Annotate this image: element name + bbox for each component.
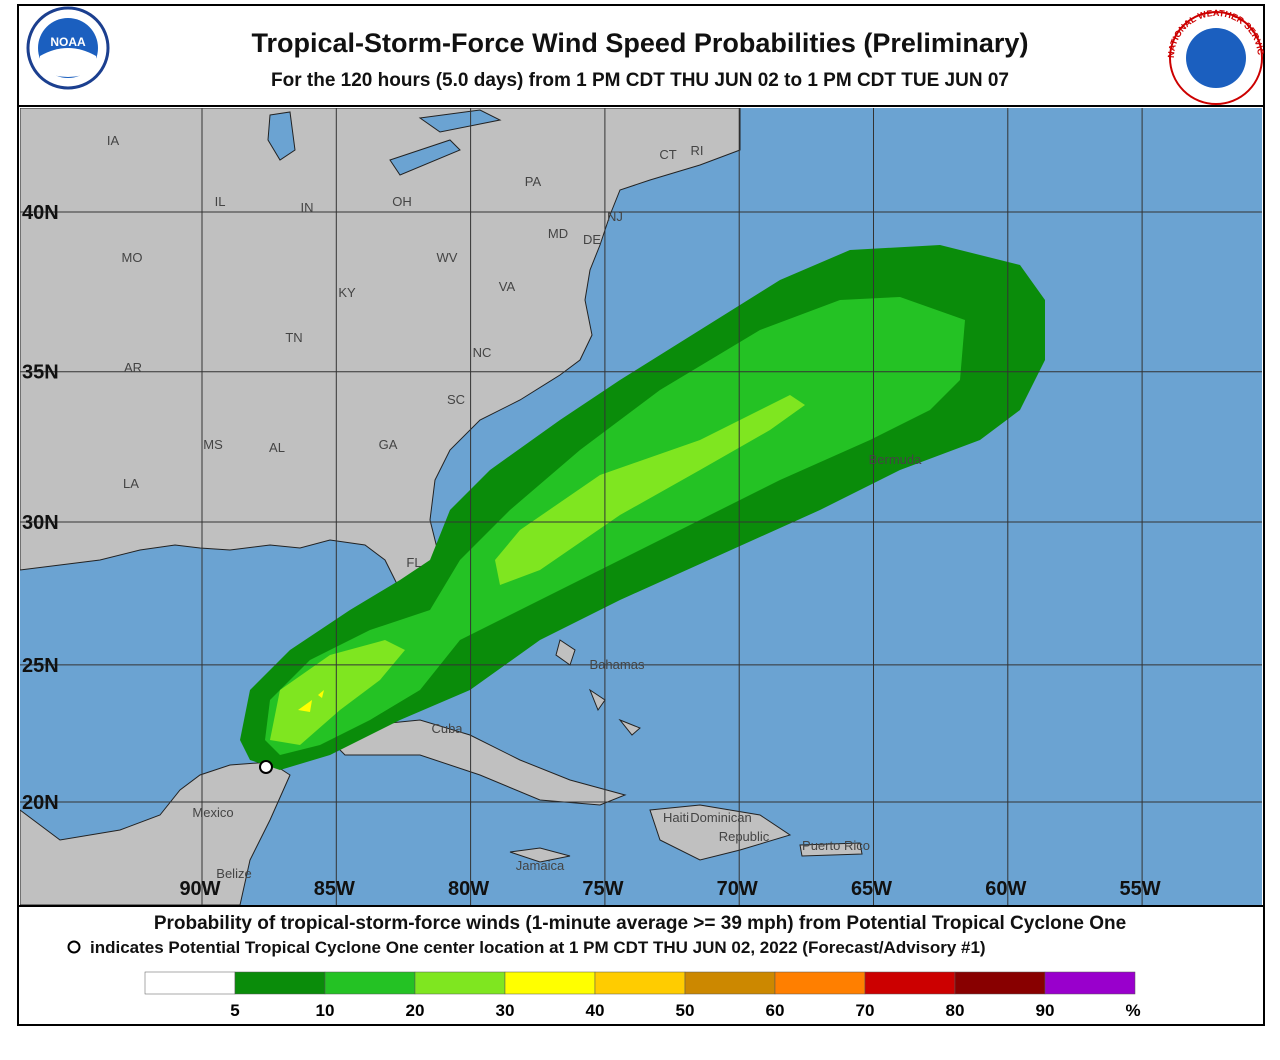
legend-swatch (414, 971, 506, 995)
legend-swatch (864, 971, 956, 995)
place-labels: IA IL IN OH PA CT RI NJ MD DE MO WV VA KY TN NC AR SC MS AL… (107, 133, 922, 881)
lon-label: 55W (1120, 878, 1161, 900)
place-label: IL (215, 194, 226, 209)
place-label: RI (691, 143, 704, 158)
probability-swath (240, 245, 1045, 770)
lat-label: 35N (22, 362, 59, 384)
swath-30 (298, 690, 324, 712)
lakes (267, 109, 502, 176)
lake (418, 109, 502, 133)
lon-label: 70W (717, 878, 758, 900)
legend-swatch (144, 971, 236, 995)
lat-label: 30N (22, 512, 59, 534)
place-label: AL (269, 440, 285, 455)
storm-center (259, 760, 273, 774)
place-label: Belize (216, 866, 251, 881)
lon-label: 65W (851, 878, 892, 900)
place-label: MD (548, 226, 568, 241)
place-label: SC (447, 392, 465, 407)
place-label: MS (203, 437, 223, 452)
center-symbol (67, 940, 81, 954)
place-label: IA (107, 133, 120, 148)
place-label: IN (301, 200, 314, 215)
place-label: Dominican (690, 810, 751, 825)
place-label: VA (499, 279, 516, 294)
legend-swatch (684, 971, 776, 995)
place-label: Republic (719, 829, 770, 844)
legend-unit: % (1125, 1001, 1140, 1020)
lon-label: 85W (314, 878, 355, 900)
place-label: NJ (607, 209, 623, 224)
place-label: Cuba (431, 721, 463, 736)
place-label: Puerto Rico (802, 838, 870, 853)
lat-label: 40N (22, 202, 59, 224)
legend-swatch (1044, 971, 1136, 995)
legend-tick: 5 (230, 1001, 239, 1020)
place-label: Bahamas (590, 657, 645, 672)
legend-tick: 30 (496, 1001, 515, 1020)
legend-swatch (954, 971, 1046, 995)
place-label: FL (406, 555, 421, 570)
lake (267, 111, 296, 161)
place-label: CT (659, 147, 676, 162)
land (20, 108, 863, 905)
logo-disc (1186, 28, 1246, 88)
lake (389, 139, 461, 176)
legend-tick: 70 (856, 1001, 875, 1020)
legend-tick: 20 (406, 1001, 425, 1020)
place-label: OH (392, 194, 412, 209)
place-label: WV (437, 250, 458, 265)
subtitle: For the 120 hours (5.0 days) from 1 PM C… (271, 70, 1009, 91)
lon-label: 80W (448, 878, 489, 900)
frame (17, 4, 1265, 1026)
place-label: KY (338, 285, 356, 300)
place-label: Haiti (663, 810, 689, 825)
puerto-rico (799, 842, 863, 857)
lon-label: 75W (582, 878, 623, 900)
swath-20 (270, 395, 805, 745)
place-label: AR (124, 360, 142, 375)
lat-label: 25N (22, 655, 59, 677)
place-label: LA (123, 476, 139, 491)
logo-wave (40, 48, 96, 77)
hispaniola (649, 804, 792, 861)
legend-swatch (324, 971, 416, 995)
title: Tropical-Storm-Force Wind Speed Probabil… (252, 28, 1029, 58)
cuba (329, 719, 627, 806)
legend-swatch (234, 971, 326, 995)
legend-tick: 60 (766, 1001, 785, 1020)
place-label: Bermuda (869, 452, 923, 467)
legend-swatch (594, 971, 686, 995)
place-label: Mexico (192, 805, 233, 820)
legend-tick: 80 (946, 1001, 965, 1020)
place-label: DE (583, 232, 601, 247)
mexico (20, 761, 291, 905)
place-label: NC (473, 345, 492, 360)
lat-label: 20N (22, 792, 59, 814)
place-label: TN (285, 330, 302, 345)
legend-tick: 10 (316, 1001, 335, 1020)
caption: Probability of tropical-storm-force wind… (154, 913, 1126, 934)
logo-text: NOAA (50, 35, 86, 49)
legend: 5 10 20 30 40 50 60 70 80 90% (144, 971, 1141, 1020)
place-label: PA (525, 174, 542, 189)
legend-tick: 40 (586, 1001, 605, 1020)
legend-swatch (504, 971, 596, 995)
caption-note: indicates Potential Tropical Cyclone One… (90, 938, 986, 957)
noaa-logo: NOAA (26, 6, 110, 90)
lon-label: 60W (985, 878, 1026, 900)
legend-swatch (774, 971, 866, 995)
legend-tick: 50 (676, 1001, 695, 1020)
graticule: 40N 35N 30N 25N 20N 90W 85W 80W 75W 70W 65W 60W 55W (20, 108, 1262, 905)
legend-tick: 90 (1036, 1001, 1055, 1020)
place-label: GA (379, 437, 398, 452)
place-label: MO (122, 250, 143, 265)
place-label: Jamaica (516, 858, 565, 873)
lon-label: 90W (179, 878, 220, 900)
jamaica (509, 847, 571, 863)
